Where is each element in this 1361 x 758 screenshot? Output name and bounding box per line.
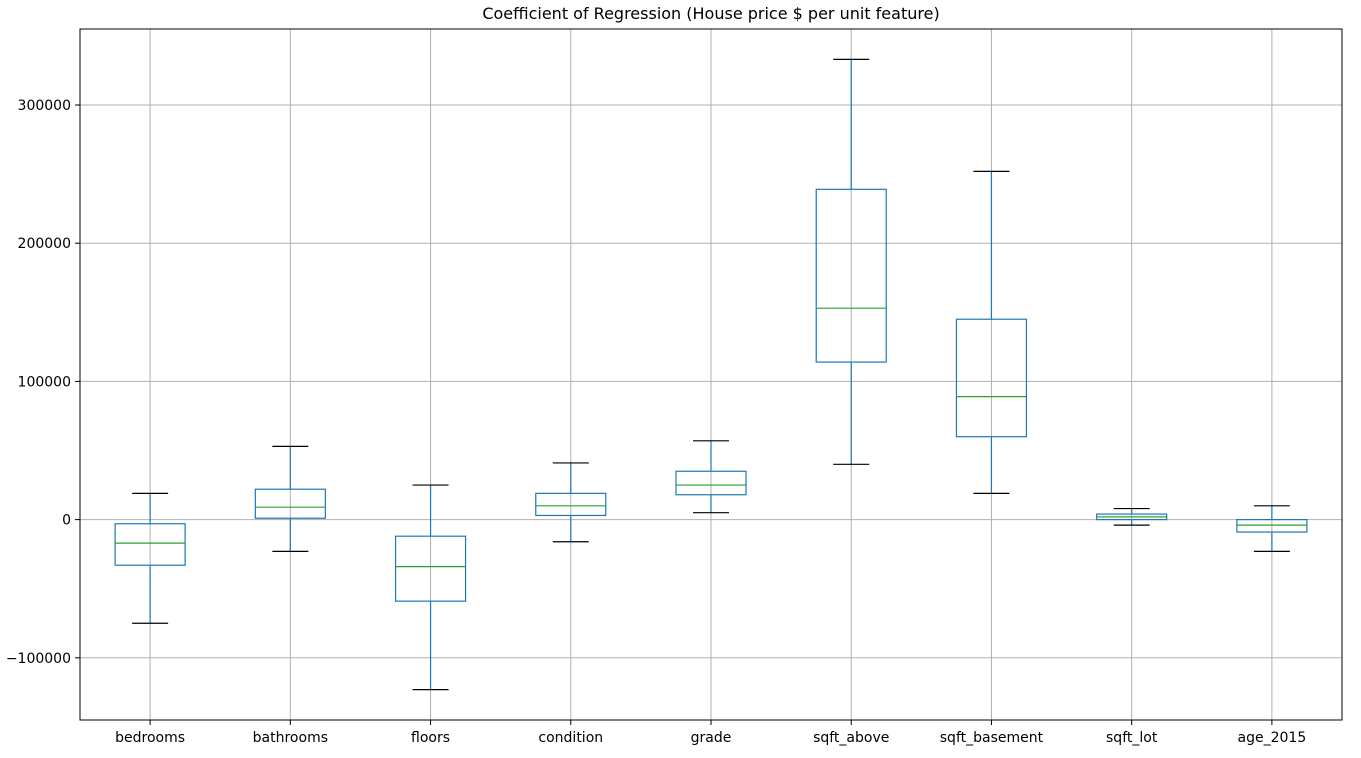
- x-tick-label: bathrooms: [253, 730, 328, 746]
- iqr-box: [254, 488, 326, 519]
- x-tick-label: sqft_basement: [940, 730, 1044, 746]
- x-tick-label: age_2015: [1238, 730, 1307, 746]
- x-tick-label: grade: [691, 730, 732, 746]
- y-tick-label: 300000: [18, 98, 71, 114]
- iqr-box: [1236, 519, 1308, 533]
- x-tick-label: sqft_lot: [1106, 730, 1158, 746]
- x-tick-label: sqft_above: [813, 730, 889, 746]
- box-sqft_lot: [1096, 507, 1168, 526]
- y-tick-label: −100000: [6, 651, 71, 667]
- iqr-box: [955, 318, 1028, 438]
- box-sqft_basement: [955, 170, 1028, 494]
- y-tick-label: 200000: [18, 236, 71, 252]
- box-floors: [394, 484, 467, 691]
- x-tick-label: floors: [411, 730, 450, 746]
- grid-layer: [80, 29, 1342, 720]
- chart-title: Coefficient of Regression (House price $…: [482, 4, 940, 23]
- iqr-box: [394, 535, 467, 602]
- box-age_2015: [1236, 505, 1308, 552]
- iqr-box: [815, 188, 887, 363]
- iqr-box: [675, 470, 747, 496]
- box-sqft_above: [815, 58, 887, 465]
- x-tick-label: condition: [538, 730, 603, 746]
- box-grade: [675, 440, 747, 514]
- y-tick-label: 0: [62, 513, 71, 529]
- tick-layer: −100000 0 100000 200000 300000 bedrooms bathro…: [6, 98, 1306, 746]
- box-layer: [114, 58, 1308, 691]
- x-tick-label: bedrooms: [115, 730, 185, 746]
- box-bedrooms: [114, 492, 186, 624]
- y-tick-label: 100000: [18, 374, 71, 390]
- iqr-box: [114, 523, 186, 566]
- iqr-box: [535, 492, 607, 517]
- box-condition: [535, 462, 607, 543]
- box-bathrooms: [254, 445, 326, 552]
